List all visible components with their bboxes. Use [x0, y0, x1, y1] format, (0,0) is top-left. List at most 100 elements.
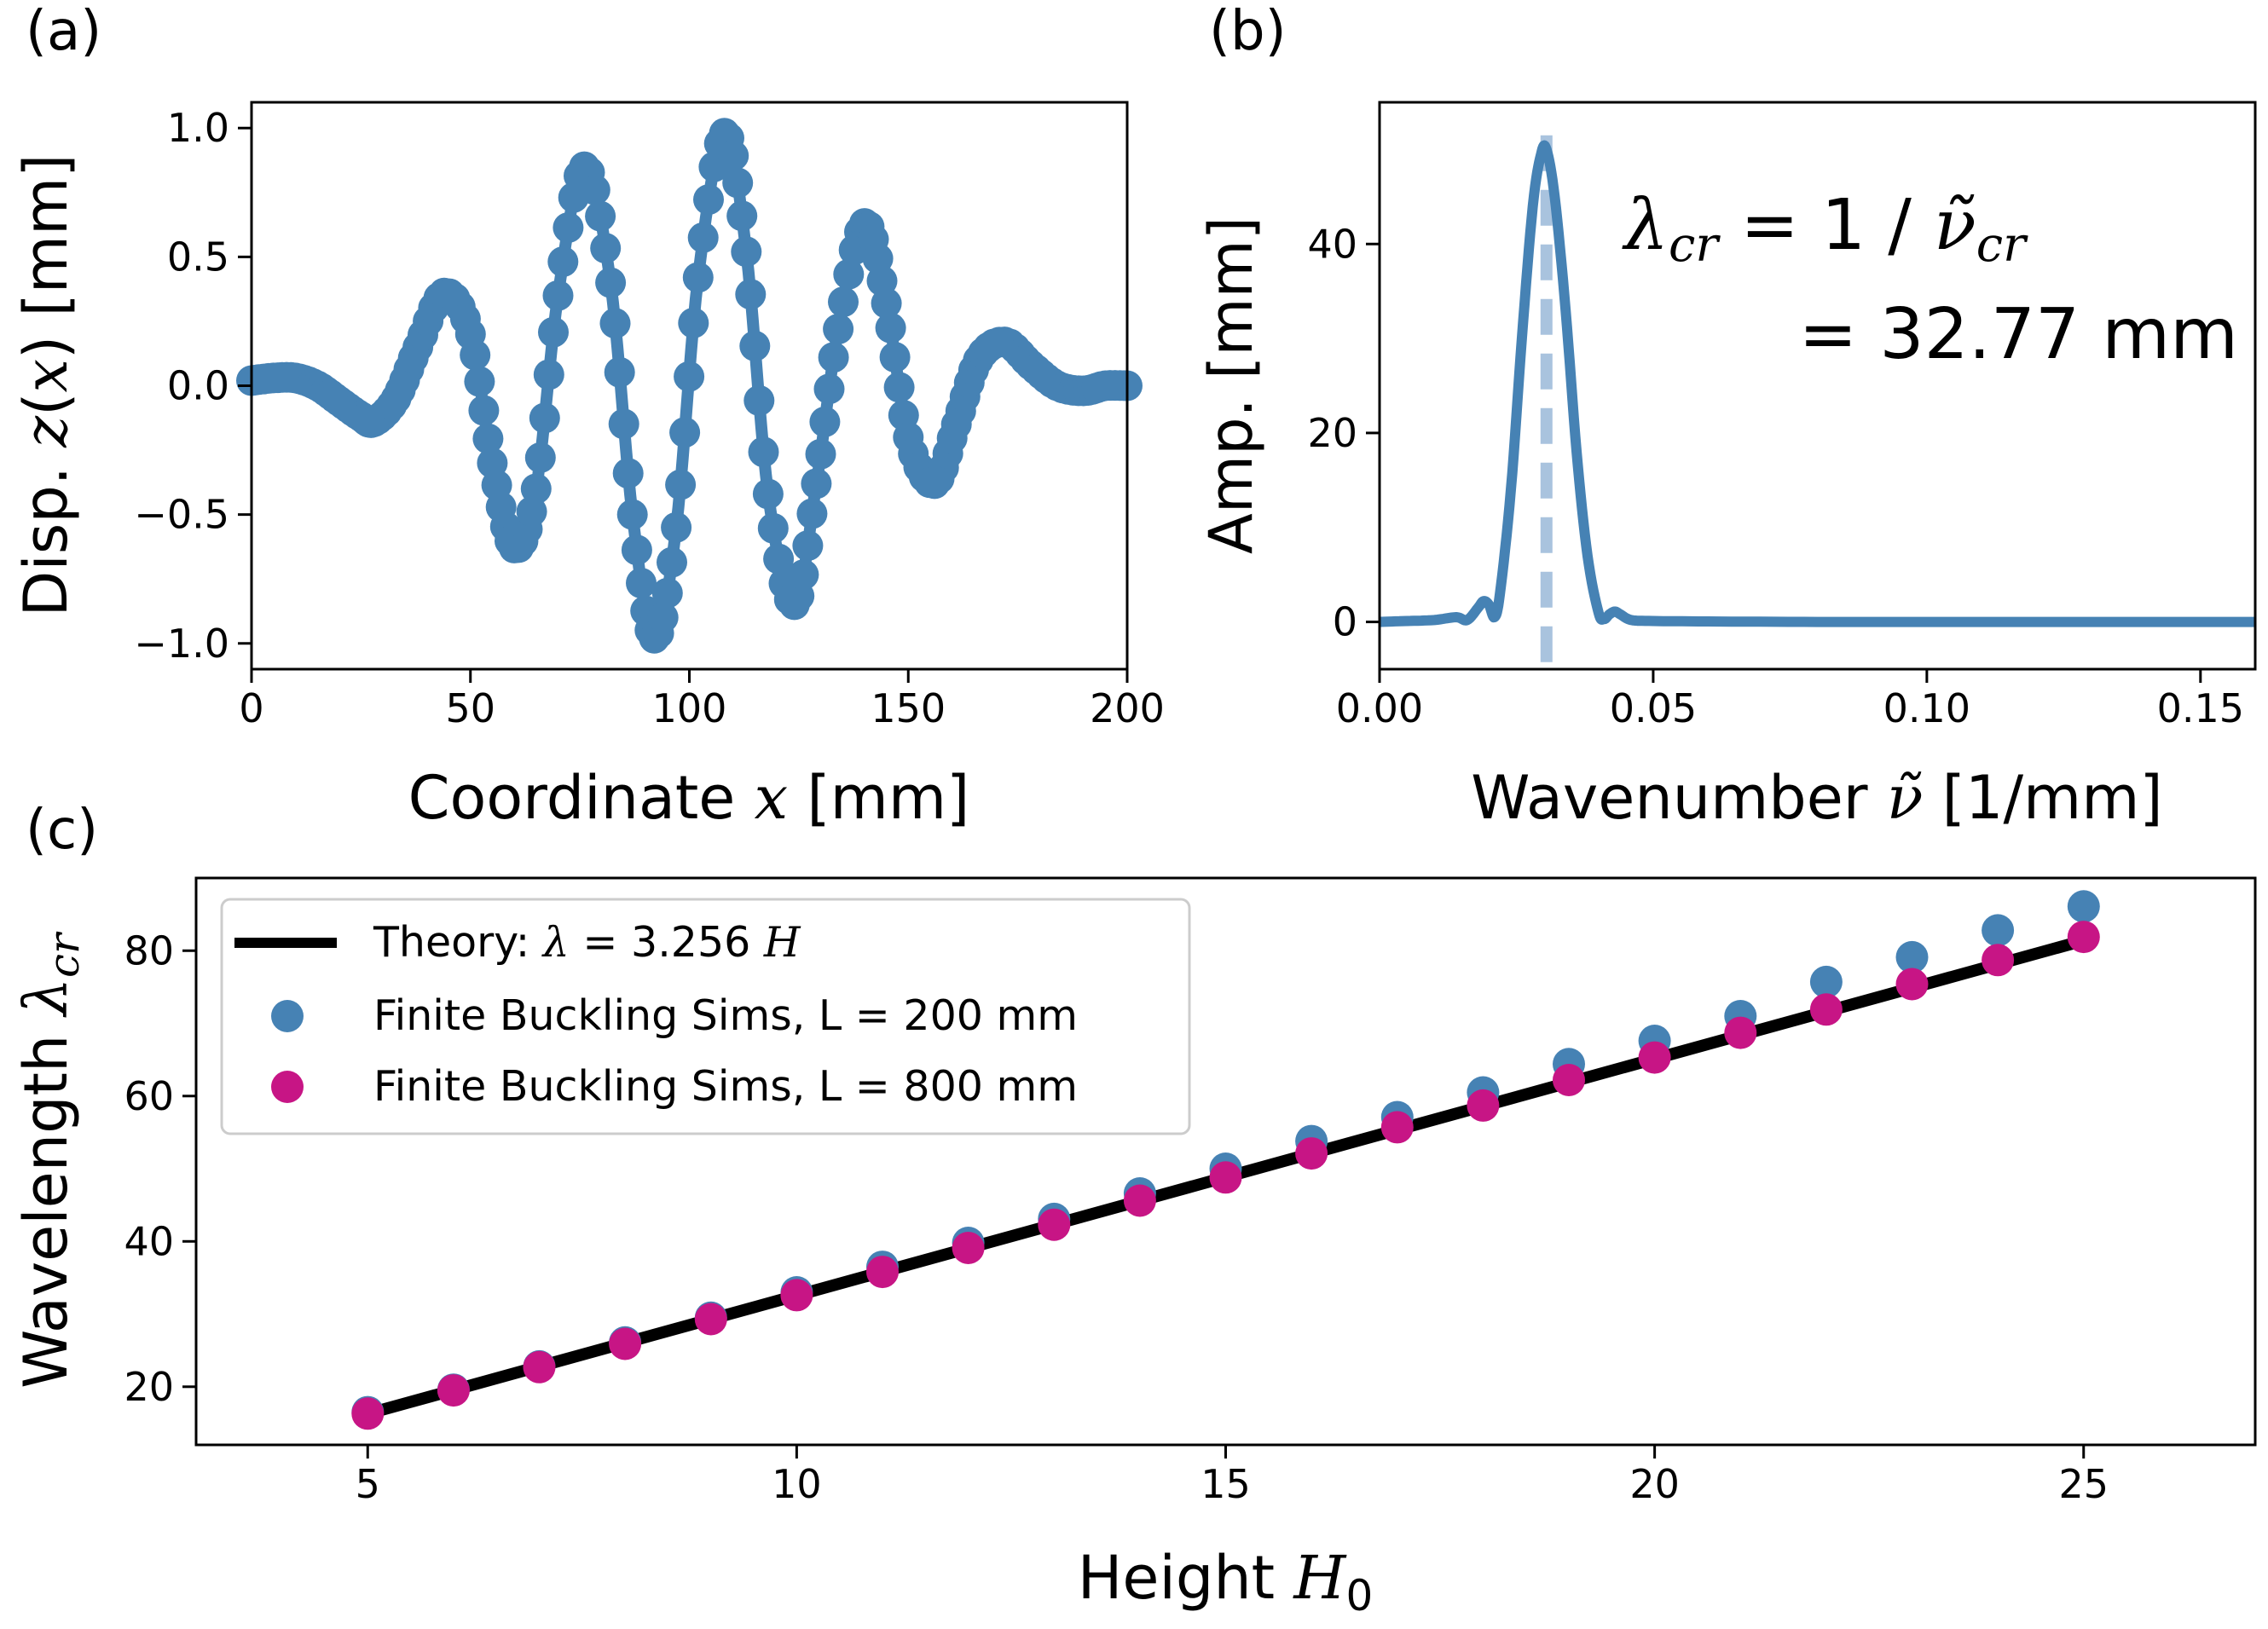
panel-c-point-l800: [1638, 1041, 1671, 1074]
panel-a-marker: [823, 314, 854, 344]
annotation-line-1: λcr = 1 / ν̃cr: [1622, 185, 2028, 273]
panel-c-ytick-label: 20: [124, 1364, 174, 1410]
legend-l200-label: Finite Buckling Sims, L = 200 mm: [373, 991, 1078, 1040]
panel-a-marker: [651, 577, 683, 609]
annotation-line-2: = 32.77 mm: [1799, 294, 2238, 375]
panel-a-marker: [542, 280, 574, 311]
panel-c-xtick-label: 5: [356, 1461, 380, 1507]
panel-a-marker: [731, 236, 762, 268]
panel-a-marker: [657, 546, 687, 578]
panel-a-marker: [590, 233, 622, 264]
panel-c-point-l200: [1982, 914, 2015, 947]
panel-a-xtick-label: 100: [652, 685, 727, 731]
legend-theory-label: Theory: λ = 3.256 H: [373, 918, 801, 967]
panel-a-label: (a): [26, 0, 101, 63]
panel-b-ytick-label: 0: [1333, 599, 1357, 645]
panel-a-marker: [612, 458, 644, 489]
panel-c-ytick-label: 80: [124, 927, 174, 973]
panel-b-xtick-label: 0.05: [1610, 685, 1697, 731]
panel-a-xtick-label: 0: [239, 685, 263, 731]
panel-b-xlabel: Wavenumber ν̃ [1/mm]: [1471, 763, 2163, 833]
panel-a-marker: [752, 478, 784, 510]
panel-a-marker: [468, 395, 500, 426]
panel-a-xtick-label: 150: [871, 685, 946, 731]
panel-b-xtick-label: 0.00: [1336, 685, 1423, 731]
panel-a-marker: [579, 174, 610, 205]
panel-a-marker: [682, 262, 714, 293]
panel-c-point-l800: [952, 1232, 985, 1264]
panel-b-xtick-label: 0.15: [2157, 685, 2244, 731]
panel-c-point-l800: [1209, 1161, 1242, 1194]
panel-c-point-l800: [694, 1303, 727, 1336]
panel-c-point-l800: [609, 1327, 642, 1360]
panel-a-marker: [669, 417, 701, 448]
panel-c-point-l200: [2067, 890, 2100, 923]
panel-a-xtick-label: 200: [1090, 685, 1165, 731]
panel-a-marker: [626, 568, 657, 598]
panel-a-marker: [547, 246, 579, 277]
panel-a-marker: [460, 339, 491, 371]
panel-a-ytick-label: −1.0: [134, 621, 229, 667]
panel-a-marker: [687, 222, 719, 253]
panel-c-point-l800: [1553, 1064, 1585, 1096]
panel-c-point-l800: [1038, 1208, 1071, 1241]
panel-a-marker: [792, 530, 824, 562]
panel-b-ytick-label: 40: [1307, 221, 1357, 267]
panel-a-marker: [796, 498, 828, 529]
panel-c-point-l800: [523, 1350, 556, 1383]
panel-c-point-l200: [1809, 965, 1843, 998]
panel-a-marker: [879, 342, 911, 373]
panel-a-marker: [516, 496, 547, 528]
panel-a-xtick-label: 50: [445, 685, 495, 731]
panel-c-point-l800: [1123, 1184, 1156, 1217]
panel-a-marker: [726, 200, 758, 232]
panel-a-marker: [871, 287, 902, 319]
panel-a-marker: [616, 499, 648, 530]
panel-a-marker: [883, 372, 915, 403]
panel-c-point-l800: [1380, 1111, 1414, 1144]
panel-a-marker: [805, 438, 836, 470]
panel-c-point-l800: [1467, 1089, 1500, 1122]
panel-a-marker: [828, 286, 859, 318]
panel-a-ytick-label: 0.5: [167, 234, 229, 280]
panel-c-xtick-label: 15: [1201, 1461, 1251, 1507]
panel-b-ylabel: Amp. [mm]: [1196, 217, 1266, 554]
legend: Theory: λ = 3.256 H Finite Buckling Sims…: [220, 898, 1191, 1135]
panel-a-marker: [735, 279, 767, 310]
panel-b: (b) 0.00 0.05 0.10 0.15 0 20 40 Wavenumber ν̃ …: [1196, 0, 2257, 833]
panel-c-point-l800: [1982, 944, 2015, 977]
panel-a-marker: [665, 469, 697, 500]
panel-a-marker: [748, 436, 779, 468]
panel-a-marker: [553, 212, 584, 243]
panel-a-marker: [608, 408, 639, 440]
legend-l800-marker: [271, 1071, 304, 1103]
panel-a-marker: [604, 356, 635, 388]
panel-c-point-l800: [1724, 1016, 1757, 1049]
panel-a-marker: [757, 512, 789, 544]
panel-c-ytick-label: 40: [124, 1218, 174, 1264]
panel-c-xtick-label: 10: [772, 1461, 822, 1507]
panel-a-marker: [875, 312, 906, 344]
panel-c-xlabel: Height H0: [1078, 1543, 1374, 1620]
panel-a-marker: [661, 511, 692, 543]
panel-a-marker: [472, 423, 504, 454]
panel-a-marker: [678, 307, 709, 338]
panel-a-marker: [533, 359, 564, 390]
panel-a-marker: [813, 373, 845, 405]
panel-a-ylabel: Disp. z(x) [mm]: [11, 153, 81, 616]
panel-a-marker: [833, 258, 865, 290]
panel-c-point-l800: [780, 1279, 813, 1312]
panel-a-marker: [693, 184, 724, 216]
panel-c-point-l800: [866, 1256, 899, 1289]
panel-b-frame: [1378, 101, 2257, 671]
panel-c-point-l800: [1895, 968, 1929, 1001]
legend-box: [220, 898, 1191, 1135]
panel-c: (c) 5 10 15 20 25 20 40 60 80 Height H0 Waveleng…: [11, 799, 2257, 1620]
panel-c-point-l800: [437, 1374, 470, 1407]
panel-a-marker: [538, 316, 569, 348]
panel-c-ylabel: Wavelength λcr: [11, 931, 89, 1389]
panel-a-marker: [647, 602, 679, 633]
panel-a-marker: [674, 361, 705, 392]
legend-l800-label: Finite Buckling Sims, L = 800 mm: [373, 1062, 1078, 1111]
